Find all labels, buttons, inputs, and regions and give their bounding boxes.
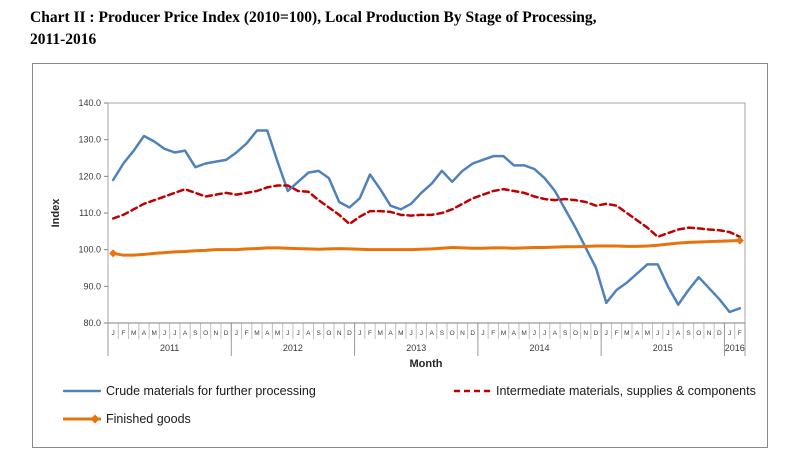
month-tick-label: J [481, 330, 484, 337]
month-tick-label: N [214, 330, 219, 337]
month-tick-label: F [738, 330, 742, 337]
month-tick-label: F [491, 330, 495, 337]
legend-swatch-crude-line [63, 389, 101, 393]
month-tick-label: S [686, 330, 691, 337]
month-tick-label: O [450, 330, 455, 337]
month-tick-label: A [635, 330, 640, 337]
month-tick-label: O [203, 330, 208, 337]
month-tick-label: M [152, 330, 157, 337]
y-tick-label: 80.0 [83, 318, 101, 328]
month-tick-label: J [409, 330, 412, 337]
month-tick-label: A [676, 330, 681, 337]
year-tick-label: 2013 [406, 343, 426, 353]
month-tick-label: A [265, 330, 270, 337]
year-tick-label: 2015 [653, 343, 673, 353]
month-tick-label: M [398, 330, 403, 337]
month-tick-label: D [347, 330, 352, 337]
month-tick-label: D [717, 330, 722, 337]
month-tick-label: J [358, 330, 361, 337]
month-tick-label: S [440, 330, 445, 337]
month-tick-label: F [615, 330, 619, 337]
diamond-marker-icon [90, 414, 100, 424]
month-tick-label: O [326, 330, 331, 337]
x-axis-title: Month [409, 358, 443, 370]
month-tick-label: J [728, 330, 731, 337]
month-tick-label: J [112, 330, 115, 337]
month-tick-label: M [501, 330, 506, 337]
month-tick-label: J [605, 330, 608, 337]
month-tick-label: S [193, 330, 198, 337]
y-axis-title: Index [50, 198, 62, 228]
month-tick-label: J [543, 330, 546, 337]
series-crude-line [111, 129, 742, 314]
month-tick-label: J [296, 330, 299, 337]
chart-container: 140.0 130.0 120.0 110.0 100.0 90.0 80.0 J F M A M J J… [32, 63, 768, 448]
month-tick-label: A [553, 330, 558, 337]
month-tick-label: O [573, 330, 578, 337]
month-tick-label: J [235, 330, 238, 337]
month-tick-label: M [254, 330, 259, 337]
y-tick-label: 90.0 [83, 281, 101, 291]
month-tick-label: M [521, 330, 526, 337]
month-tick-label: D [224, 330, 229, 337]
month-tick-label: F [368, 330, 372, 337]
year-tick-label: 2016 [725, 343, 745, 353]
legend-swatch-intermediate-dashed-line [454, 389, 490, 393]
month-tick-label: D [470, 330, 475, 337]
year-tick-label: 2012 [283, 343, 303, 353]
chart-title-line2: 2011-2016 [30, 31, 97, 49]
series-finished-diamond-marker [109, 249, 118, 258]
month-tick-label: J [173, 330, 176, 337]
chart-title-line1: Chart II : Producer Price Index (2010=10… [30, 9, 597, 26]
y-tick-label: 110.0 [79, 208, 101, 218]
legend-label-finished: Finished goods [106, 412, 191, 426]
y-tick-label: 100.0 [78, 245, 101, 255]
month-tick-label: A [183, 330, 188, 337]
month-tick-label: A [306, 330, 311, 337]
legend-swatch-finished-line-diamond [63, 414, 101, 424]
month-tick-label: M [131, 330, 136, 337]
month-tick-label: N [583, 330, 588, 337]
month-tick-label: M [378, 330, 383, 337]
legend-item-intermediate: Intermediate materials, supplies & compo… [453, 384, 756, 398]
plot-border [107, 102, 746, 324]
month-tick-label: J [163, 330, 166, 337]
month-tick-label: N [460, 330, 465, 337]
month-tick-label: F [245, 330, 249, 337]
y-tick-label: 120.0 [78, 171, 101, 181]
month-tick-label: J [286, 330, 289, 337]
month-tick-label: M [275, 330, 280, 337]
y-tick-label: 140.0 [78, 98, 101, 108]
month-tick-label: J [666, 330, 669, 337]
month-tick-label: M [645, 330, 650, 337]
series-finished-line [111, 239, 742, 257]
series-finished-diamond-marker [735, 236, 744, 245]
month-tick-label: F [121, 330, 125, 337]
month-tick-label: S [316, 330, 321, 337]
month-tick-label: J [420, 330, 423, 337]
month-tick-label: A [512, 330, 517, 337]
y-tick-label: 130.0 [78, 135, 101, 145]
month-tick-label: A [429, 330, 434, 337]
series-intermediate-line [111, 184, 742, 239]
legend-label-intermediate: Intermediate materials, supplies & compo… [496, 384, 756, 398]
month-tick-label: M [624, 330, 629, 337]
month-tick-label: A [388, 330, 393, 337]
month-tick-label: D [594, 330, 599, 337]
legend-item-crude: Crude materials for further processing [63, 384, 316, 398]
month-tick-label: N [707, 330, 712, 337]
legend-item-finished: Finished goods [63, 412, 191, 426]
month-tick-label: S [563, 330, 568, 337]
month-tick-label: N [337, 330, 342, 337]
chart-title: Chart II : Producer Price Index (2010=10… [30, 7, 775, 52]
legend-label-crude: Crude materials for further processing [106, 384, 316, 398]
month-tick-label: J [533, 330, 536, 337]
month-tick-label: A [142, 330, 147, 337]
month-tick-label: O [696, 330, 701, 337]
month-tick-label: J [656, 330, 659, 337]
year-tick-label: 2014 [530, 343, 550, 353]
year-tick-label: 2011 [160, 343, 179, 353]
